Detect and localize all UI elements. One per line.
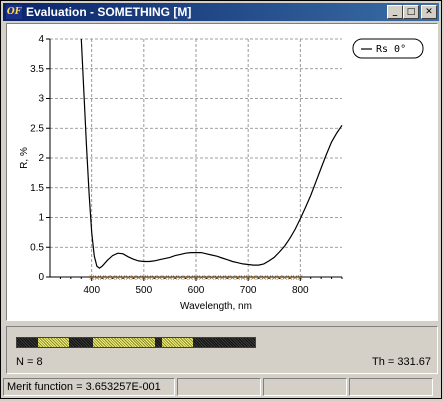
minimize-button[interactable]: _ xyxy=(387,5,403,19)
plot-area[interactable]: 400 500 600 700 800 0 0.5 1 1.5 2 2.5 3 3.5 4 × × × × × × ×… xyxy=(6,23,438,321)
target-marker: × xyxy=(120,273,127,282)
target-marker: × xyxy=(250,273,257,282)
app-icon[interactable]: OF xyxy=(6,5,22,19)
chart-grid xyxy=(50,38,342,277)
y-tick-label: 1 xyxy=(38,213,44,224)
target-marker: × xyxy=(287,273,294,282)
target-marker: × xyxy=(193,273,200,282)
chart-ticks: 400 500 600 700 800 0 0.5 1 1.5 2 2.5 3 3.5 4 xyxy=(30,34,343,296)
target-marker: × xyxy=(141,273,148,282)
target-marker: × xyxy=(281,273,288,282)
status-merit-function: Merit function = 3.653257E-001 xyxy=(3,378,175,396)
status-cell-4 xyxy=(349,378,433,396)
target-marker: × xyxy=(177,273,184,282)
y-tick-label: 0 xyxy=(38,272,44,283)
target-markers: ××××××××××××××××××××××××××××××××××××××××… xyxy=(88,273,303,282)
layer-segment[interactable] xyxy=(93,338,156,347)
maximize-button[interactable]: □ xyxy=(403,5,419,19)
layer-segment[interactable] xyxy=(155,338,163,347)
target-marker: × xyxy=(260,273,267,282)
target-marker: × xyxy=(114,273,121,282)
status-cell-2 xyxy=(177,378,261,396)
status-cell-3 xyxy=(263,378,347,396)
layer-segment[interactable] xyxy=(38,338,70,347)
target-marker: × xyxy=(234,273,241,282)
title-bar[interactable]: OF Evaluation - SOMETHING [M] _ □ ✕ xyxy=(3,3,439,21)
target-marker: × xyxy=(198,273,205,282)
target-marker: × xyxy=(271,273,278,282)
target-marker: × xyxy=(135,273,142,282)
target-marker: × xyxy=(146,273,153,282)
target-marker: × xyxy=(104,273,111,282)
target-marker: × xyxy=(130,273,137,282)
target-marker: × xyxy=(125,273,132,282)
target-marker: × xyxy=(167,273,174,282)
target-marker: × xyxy=(266,273,273,282)
legend-entry-rs: Rs 0° xyxy=(376,44,406,55)
y-tick-label: 3.5 xyxy=(30,64,44,75)
target-marker: × xyxy=(208,273,215,282)
layer-segment[interactable] xyxy=(162,338,194,347)
x-tick-label: 400 xyxy=(83,285,100,296)
target-marker: × xyxy=(172,273,179,282)
target-marker: × xyxy=(240,273,247,282)
y-tick-label: 4 xyxy=(38,34,44,45)
y-tick-label: 1.5 xyxy=(30,183,44,194)
target-marker: × xyxy=(99,273,106,282)
series-line-rs xyxy=(80,38,343,269)
target-marker: × xyxy=(229,273,236,282)
x-tick-label: 600 xyxy=(188,285,205,296)
y-axis-label: R, % xyxy=(19,147,30,169)
target-marker: × xyxy=(203,273,210,282)
target-marker: × xyxy=(151,273,158,282)
layer-count: N = 8 xyxy=(16,356,43,368)
x-axis-label: Wavelength, nm xyxy=(180,301,252,312)
target-marker: × xyxy=(245,273,252,282)
target-marker: × xyxy=(219,273,226,282)
target-marker: × xyxy=(187,273,194,282)
x-tick-label: 700 xyxy=(240,285,257,296)
target-marker: × xyxy=(297,273,304,282)
layer-structure-bar[interactable] xyxy=(16,337,256,348)
x-tick-label: 500 xyxy=(136,285,153,296)
status-bar: Merit function = 3.653257E-001 xyxy=(3,377,439,397)
y-tick-label: 2.5 xyxy=(30,123,44,134)
layer-segment[interactable] xyxy=(17,338,39,347)
design-panel: N = 8 Th = 331.67 xyxy=(6,326,438,374)
target-marker: × xyxy=(292,273,299,282)
y-tick-label: 2 xyxy=(38,153,44,164)
target-marker: × xyxy=(255,273,262,282)
target-marker: × xyxy=(156,273,163,282)
target-marker: × xyxy=(161,273,168,282)
target-marker: × xyxy=(182,273,189,282)
target-marker: × xyxy=(214,273,221,282)
target-marker: × xyxy=(94,273,101,282)
target-marker: × xyxy=(276,273,283,282)
layer-segment[interactable] xyxy=(69,338,94,347)
window-title: Evaluation - SOMETHING [M] xyxy=(26,5,192,19)
target-marker: × xyxy=(88,273,95,282)
close-button[interactable]: ✕ xyxy=(421,5,437,19)
y-tick-label: 0.5 xyxy=(30,242,44,253)
total-thickness: Th = 331.67 xyxy=(371,356,431,368)
target-marker: × xyxy=(224,273,231,282)
y-tick-label: 3 xyxy=(38,94,44,105)
layer-segment[interactable] xyxy=(193,338,255,347)
target-marker: × xyxy=(109,273,116,282)
legend: Rs 0° xyxy=(352,38,424,59)
x-tick-label: 800 xyxy=(292,285,309,296)
